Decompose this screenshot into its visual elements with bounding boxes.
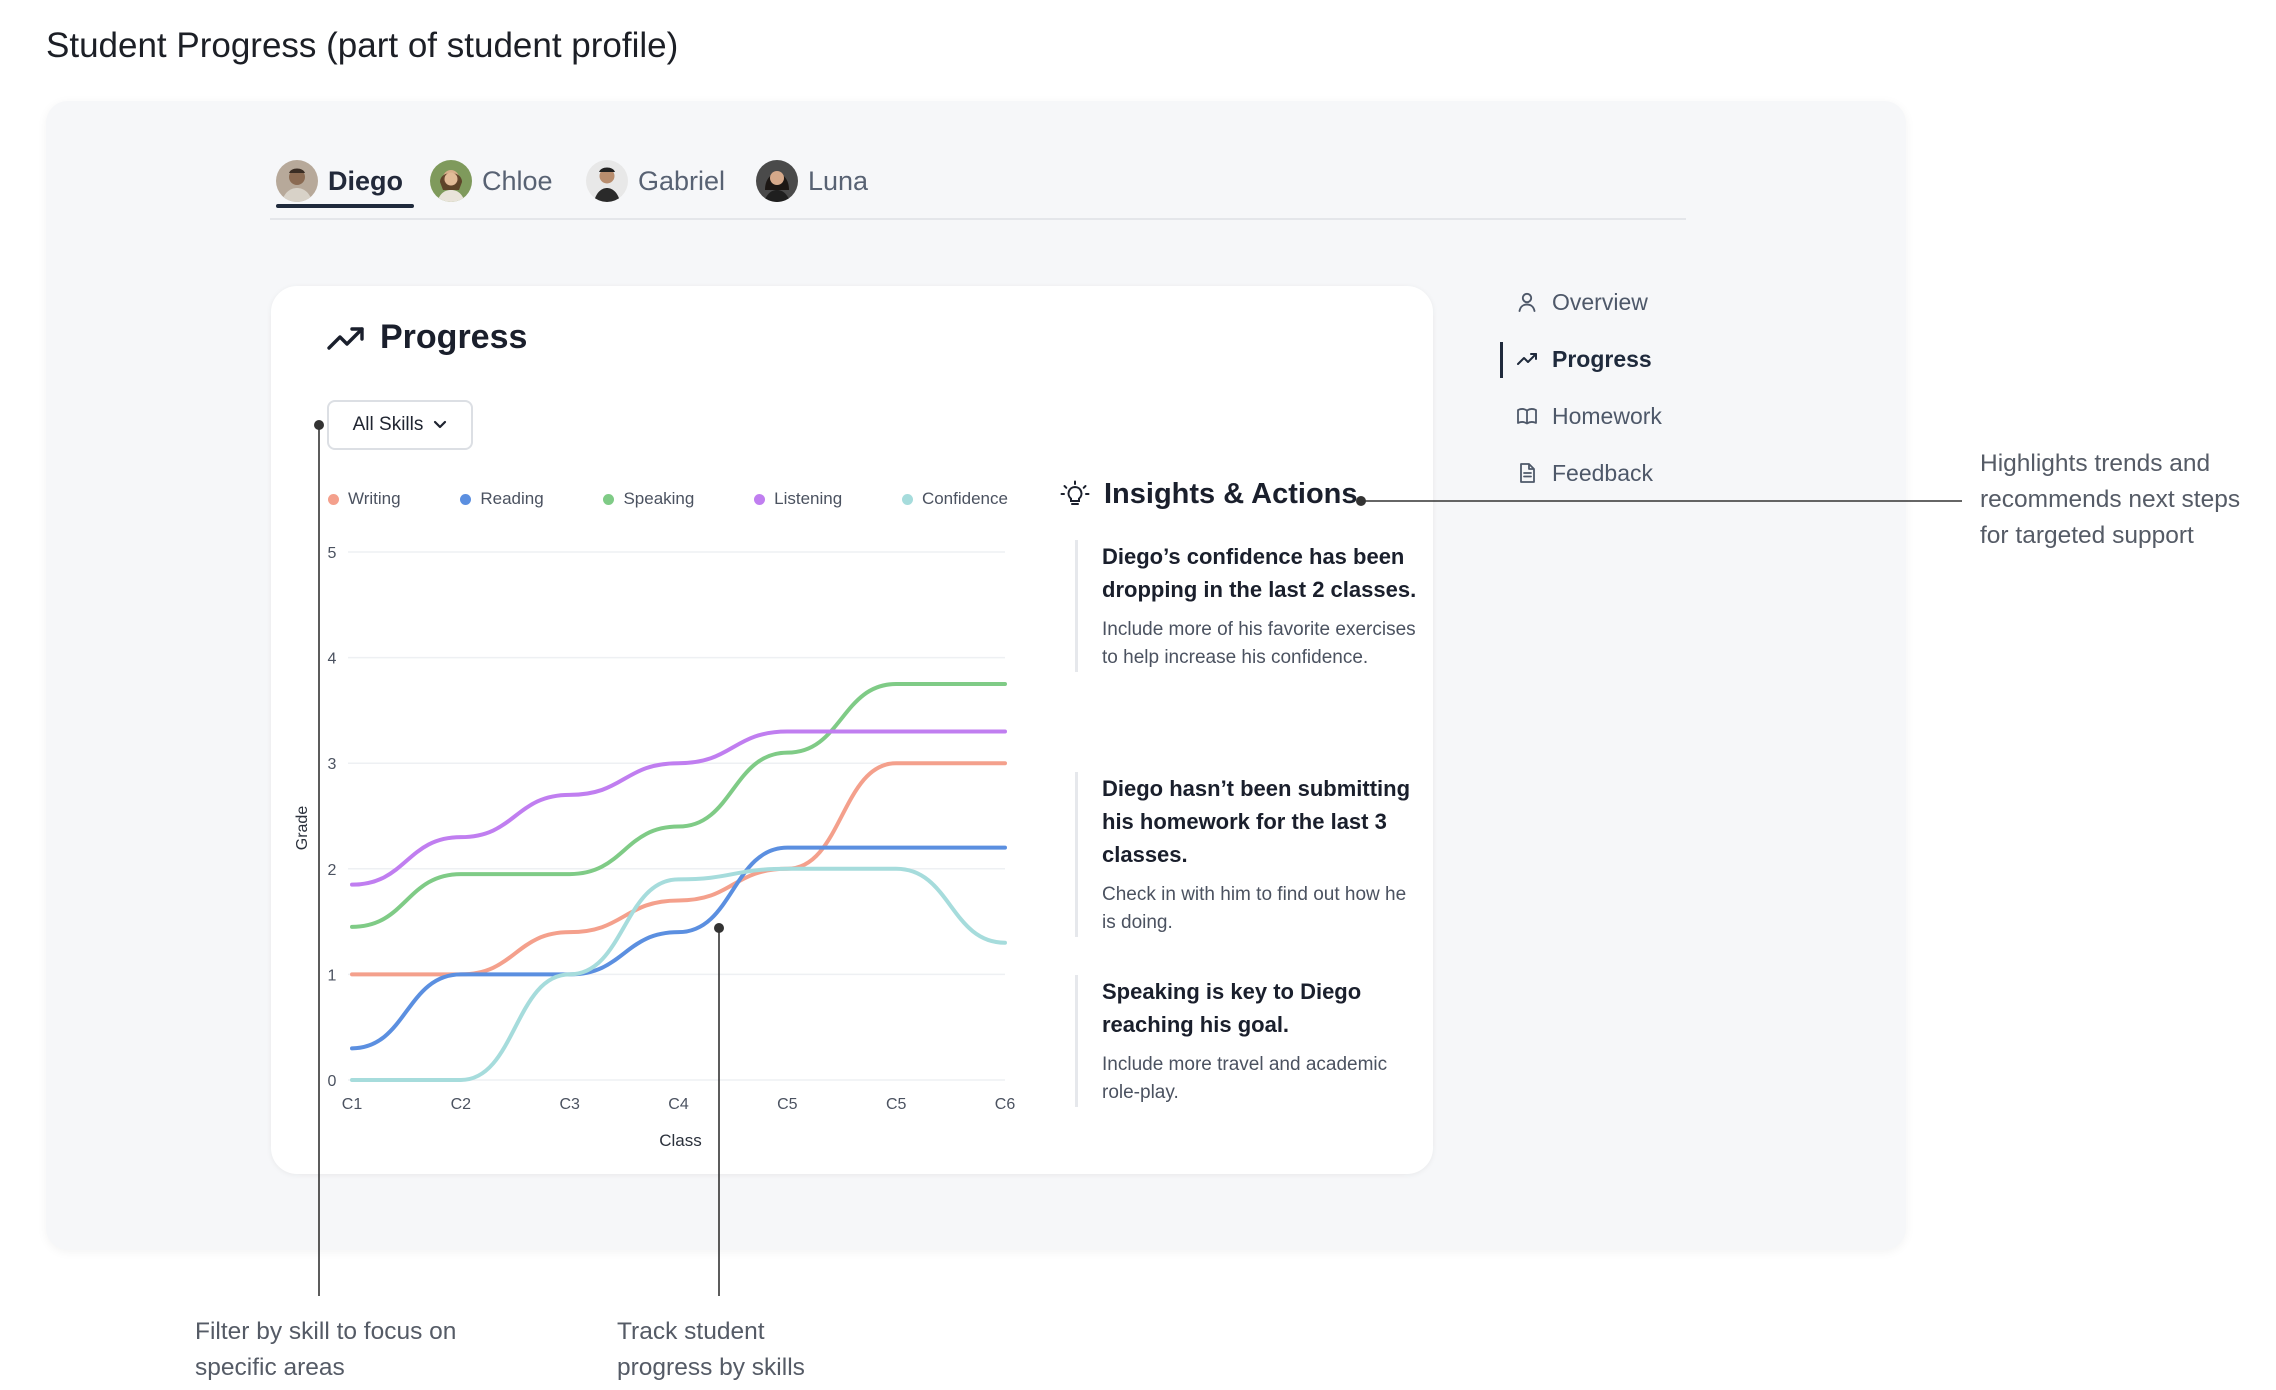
progress-title: Progress xyxy=(380,318,528,356)
avatar xyxy=(276,160,318,202)
x-tick-label: C4 xyxy=(668,1096,689,1113)
series-line-reading xyxy=(350,845,1007,1051)
tab-label: Gabriel xyxy=(638,165,726,196)
insight-body: Include more of his favorite exercises t… xyxy=(1102,619,1416,668)
tab-label: Diego xyxy=(328,165,404,196)
insight-heading: Speaking is key to Diego reaching his go… xyxy=(1102,979,1362,1037)
tab-chloe[interactable]: Chloe xyxy=(430,156,553,206)
tab-gabriel[interactable]: Gabriel xyxy=(586,156,725,206)
avatar xyxy=(586,160,628,202)
skills-filter-dropdown[interactable]: All Skills xyxy=(327,400,473,450)
legend-swatch xyxy=(754,493,766,505)
insight-item: Diego hasn’t been submitting his homewor… xyxy=(1075,772,1424,937)
y-tick-label: 3 xyxy=(328,756,337,773)
legend-swatch xyxy=(901,493,913,505)
legend-swatch xyxy=(603,493,615,505)
tab-label: Chloe xyxy=(482,165,553,196)
x-tick-label: C2 xyxy=(451,1096,472,1113)
nav-item-overview[interactable]: Overview xyxy=(1516,282,1648,322)
legend-swatch xyxy=(328,493,339,505)
insights-heading: Insights & Actions xyxy=(1060,478,1358,511)
user-icon xyxy=(1518,292,1536,312)
legend-item-writing[interactable]: Writing xyxy=(328,486,401,512)
insight-heading: Diego hasn’t been submitting his homewor… xyxy=(1102,776,1411,867)
trend-up-icon xyxy=(327,326,364,350)
insight-item: Speaking is key to Diego reaching his go… xyxy=(1075,975,1424,1107)
x-tick-label: C3 xyxy=(559,1096,580,1113)
y-tick-label: 0 xyxy=(328,1073,337,1090)
y-axis-title: Grade xyxy=(294,806,311,851)
x-tick-label: C5 xyxy=(886,1096,907,1113)
tab-diego[interactable]: Diego xyxy=(276,156,414,208)
legend-label: Listening xyxy=(774,489,843,508)
nav-item-homework[interactable]: Homework xyxy=(1516,396,1662,436)
avatar xyxy=(430,160,472,202)
legend-item-reading[interactable]: Reading xyxy=(460,486,544,512)
series-line-confidence xyxy=(350,866,1007,1082)
legend-item-confidence[interactable]: Confidence xyxy=(901,486,1008,512)
nav-item-feedback[interactable]: Feedback xyxy=(1516,453,1653,493)
x-tick-label: C5 xyxy=(777,1096,798,1113)
y-tick-label: 2 xyxy=(328,862,337,879)
x-tick-label: C1 xyxy=(342,1096,363,1113)
nav-label: Progress xyxy=(1552,345,1652,372)
y-tick-label: 4 xyxy=(328,651,337,668)
legend-label: Confidence xyxy=(921,489,1008,508)
progress-heading: Progress xyxy=(326,318,527,357)
y-tick-label: 5 xyxy=(328,545,337,562)
chart-legend: Writing Reading Speaking Listening Confi… xyxy=(328,486,1008,512)
legend-label: Writing xyxy=(348,489,401,508)
insights-title: Insights & Actions xyxy=(1104,478,1358,510)
book-icon xyxy=(1517,408,1537,425)
active-section-indicator xyxy=(1500,342,1503,378)
annotation-filter: Filter by skill to focus on specific are… xyxy=(195,1318,457,1381)
progress-line-chart: 0 1 2 3 4 5 C1 C2 C3 C4 C5 C5 C6 Class Grade xyxy=(294,545,1016,1150)
insight-body: Include more travel and academic role-pl… xyxy=(1102,1054,1388,1103)
legend-item-speaking[interactable]: Speaking xyxy=(603,486,694,512)
student-tabs: Diego Chloe Gabriel Luna xyxy=(270,150,1686,220)
lightbulb-icon xyxy=(1060,480,1090,505)
annotation-track: Track student progress by skills xyxy=(617,1318,805,1381)
series-line-listening xyxy=(350,729,1007,887)
nav-label: Homework xyxy=(1552,402,1662,429)
trend-up-icon xyxy=(1517,353,1537,365)
annotation-insights: Highlights trends and recommends next st… xyxy=(1980,450,2241,549)
insight-item: Diego’s confidence has been dropping in … xyxy=(1075,540,1424,672)
avatar xyxy=(756,160,798,202)
page-title: Student Progress (part of student profil… xyxy=(46,26,679,65)
nav-label: Overview xyxy=(1552,288,1648,315)
legend-label: Reading xyxy=(480,489,544,508)
nav-item-progress[interactable]: Progress xyxy=(1516,339,1652,379)
tab-luna[interactable]: Luna xyxy=(756,156,868,206)
legend-item-listening[interactable]: Listening xyxy=(754,486,842,512)
series-line-speaking xyxy=(350,682,1007,929)
x-axis-title: Class xyxy=(659,1131,702,1150)
nav-label: Feedback xyxy=(1552,459,1654,486)
x-tick-label: C6 xyxy=(995,1096,1016,1113)
profile-section-nav: Overview Progress Homework Feedback xyxy=(1500,282,1760,502)
skills-filter-label: All Skills xyxy=(352,414,424,435)
active-tab-indicator xyxy=(276,204,414,208)
tab-label: Luna xyxy=(808,165,869,196)
document-icon xyxy=(1520,463,1535,483)
chevron-down-icon xyxy=(434,420,447,429)
legend-label: Speaking xyxy=(623,489,695,508)
y-tick-label: 1 xyxy=(328,967,337,984)
insight-heading: Diego’s confidence has been dropping in … xyxy=(1102,544,1417,602)
insight-body: Check in with him to find out how he is … xyxy=(1102,884,1407,933)
legend-swatch xyxy=(460,493,472,505)
